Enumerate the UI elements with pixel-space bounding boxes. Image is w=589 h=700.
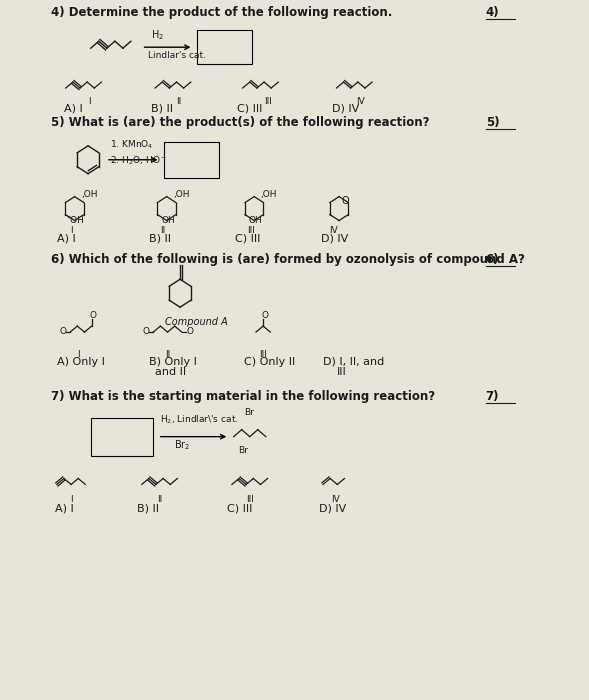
Text: A) I: A) I — [57, 233, 75, 244]
Text: IV: IV — [331, 496, 340, 505]
Text: III: III — [259, 350, 267, 359]
Text: A) I: A) I — [64, 104, 82, 114]
Bar — [91, 418, 153, 456]
Bar — [164, 142, 219, 178]
Text: and II: and II — [155, 367, 186, 377]
Text: 6): 6) — [485, 253, 499, 266]
Text: Br$_2$: Br$_2$ — [174, 439, 190, 452]
Text: ,OH: ,OH — [173, 190, 190, 199]
Text: O: O — [342, 195, 349, 206]
Text: 7): 7) — [485, 390, 499, 402]
Text: B) II: B) II — [149, 233, 171, 244]
Text: O: O — [262, 311, 269, 320]
Text: III: III — [264, 97, 272, 106]
Text: 2. H$_2$O, HO$^-$: 2. H$_2$O, HO$^-$ — [110, 155, 167, 167]
Text: O: O — [186, 327, 193, 336]
Text: 5) What is (are) the product(s) of the following reaction?: 5) What is (are) the product(s) of the f… — [51, 116, 429, 129]
Text: III: III — [247, 227, 254, 235]
Text: I: I — [77, 350, 80, 359]
Text: B) II: B) II — [137, 503, 159, 513]
Text: C) III: C) III — [227, 503, 252, 513]
Text: C) Only II: C) Only II — [244, 357, 296, 367]
Text: H$_2$: H$_2$ — [151, 28, 164, 42]
Text: ,OH: ,OH — [81, 190, 97, 199]
Text: O: O — [143, 327, 150, 336]
Text: Br: Br — [238, 446, 248, 454]
Text: A) Only I: A) Only I — [57, 357, 105, 367]
Text: O: O — [90, 311, 97, 320]
Text: I: I — [70, 227, 72, 235]
Text: D) IV: D) IV — [319, 503, 347, 513]
Text: OH: OH — [249, 216, 263, 225]
Text: III: III — [246, 496, 254, 505]
Text: "OH: "OH — [66, 216, 84, 225]
Text: IV: IV — [356, 97, 365, 106]
Text: Lindlar's cat.: Lindlar's cat. — [148, 51, 206, 60]
Text: A) I: A) I — [55, 503, 74, 513]
Text: I: I — [88, 97, 90, 106]
Text: I: I — [70, 496, 72, 505]
Text: H$_2$, Lindlar\'s cat.: H$_2$, Lindlar\'s cat. — [160, 414, 239, 426]
Text: 7) What is the starting material in the following reaction?: 7) What is the starting material in the … — [51, 390, 435, 402]
Text: C) III: C) III — [237, 104, 263, 114]
Text: D) IV: D) IV — [332, 104, 359, 114]
Text: B) Only I: B) Only I — [149, 357, 197, 367]
Text: 4): 4) — [485, 6, 499, 20]
Text: C) III: C) III — [234, 233, 260, 244]
Text: IV: IV — [329, 227, 338, 235]
Text: II: II — [160, 227, 166, 235]
Text: III: III — [336, 367, 346, 377]
Text: D) IV: D) IV — [321, 233, 349, 244]
Text: ,OH: ,OH — [260, 190, 277, 199]
Text: Br: Br — [244, 407, 254, 416]
Text: 4) Determine the product of the following reaction.: 4) Determine the product of the followin… — [51, 6, 392, 20]
Text: OH: OH — [161, 216, 175, 225]
Text: 6) Which of the following is (are) formed by ozonolysis of compound A?: 6) Which of the following is (are) forme… — [51, 253, 524, 266]
Bar — [197, 30, 253, 64]
Text: 1. KMnO$_4$: 1. KMnO$_4$ — [110, 139, 154, 151]
Text: B) II: B) II — [151, 104, 174, 114]
Text: II: II — [176, 97, 181, 106]
Text: Compound A: Compound A — [165, 317, 227, 327]
Text: D) I, II, and: D) I, II, and — [323, 357, 384, 367]
Text: II: II — [157, 496, 162, 505]
Text: 5): 5) — [485, 116, 499, 129]
Text: II: II — [165, 350, 170, 359]
Text: O: O — [59, 327, 67, 336]
